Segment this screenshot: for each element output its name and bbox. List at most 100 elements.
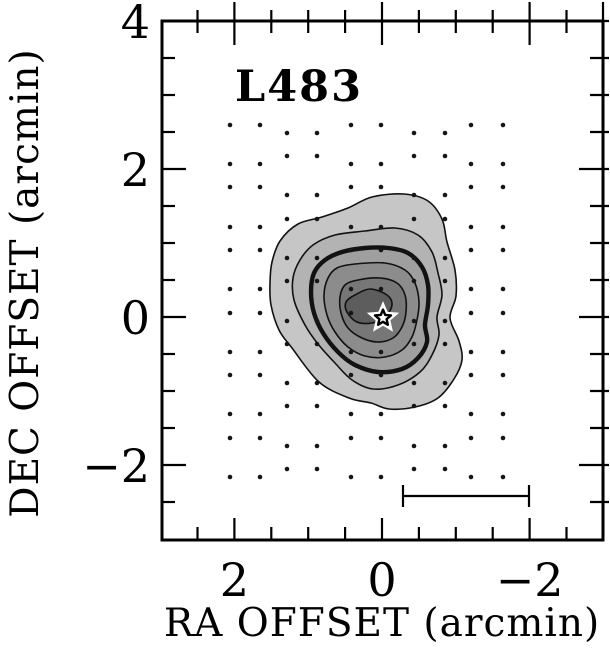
sampling-dot [314, 341, 320, 347]
sampling-dot [227, 411, 233, 417]
sampling-dot [378, 411, 384, 417]
sampling-dot [411, 153, 417, 159]
sampling-dot [411, 403, 417, 409]
sampling-dot [348, 349, 354, 355]
sampling-dot [500, 411, 506, 417]
y-tick-label: 0 [121, 291, 150, 345]
sampling-dot [227, 372, 233, 378]
y-tick-label: −2 [82, 439, 150, 493]
sampling-dot [227, 435, 233, 441]
sampling-dot [257, 435, 263, 441]
sampling-dot [227, 310, 233, 316]
sampling-dot [314, 318, 320, 324]
sampling-dot [227, 286, 233, 292]
sampling-dot [227, 224, 233, 230]
sampling-dot [411, 443, 417, 449]
sampling-dot [468, 411, 474, 417]
sampling-dot [442, 341, 448, 347]
sampling-dot [348, 372, 354, 378]
sampling-dot [257, 411, 263, 417]
sampling-dot [314, 192, 320, 198]
sampling-dot [284, 318, 290, 324]
sampling-dot [227, 184, 233, 190]
x-tick-label: 2 [220, 553, 249, 607]
sampling-dot [468, 435, 474, 441]
sampling-dot [411, 380, 417, 386]
sampling-dot [500, 474, 506, 480]
sampling-dot [348, 435, 354, 441]
sampling-dot [442, 130, 448, 136]
sampling-dot [314, 278, 320, 284]
sampling-dot [227, 122, 233, 128]
x-tick-label: −2 [496, 553, 564, 607]
sampling-dot [411, 318, 417, 324]
sampling-dot [411, 341, 417, 347]
sampling-dot [314, 216, 320, 222]
sampling-dot [442, 255, 448, 261]
sampling-dot [348, 184, 354, 190]
sampling-dot [468, 310, 474, 316]
sampling-dot [314, 380, 320, 386]
sampling-dot [378, 474, 384, 480]
sampling-dot [442, 318, 448, 324]
sampling-dot [348, 310, 354, 316]
sampling-dot [314, 153, 320, 159]
sampling-dot [284, 216, 290, 222]
sampling-dot [284, 255, 290, 261]
sampling-dot [348, 474, 354, 480]
source-name-label: L483 [235, 62, 363, 112]
sampling-dot [314, 466, 320, 472]
sampling-dot [500, 286, 506, 292]
sampling-dot [500, 224, 506, 230]
sampling-dot [257, 286, 263, 292]
sampling-dot [378, 184, 384, 190]
sampling-dot [468, 184, 474, 190]
sampling-dot [348, 247, 354, 253]
sampling-dot [257, 161, 263, 167]
sampling-dot [257, 224, 263, 230]
sampling-dot [468, 247, 474, 253]
protostar-star-icon [366, 301, 400, 332]
sampling-dot [348, 286, 354, 292]
sampling-dot [314, 403, 320, 409]
sampling-dot [378, 247, 384, 253]
sampling-dot [257, 122, 263, 128]
sampling-dot [411, 130, 417, 136]
y-tick-label: 4 [121, 0, 150, 49]
sampling-dot [442, 278, 448, 284]
sampling-dot [468, 286, 474, 292]
sampling-dot [348, 161, 354, 167]
x-axis-title: RA OFFSET (arcmin) [163, 601, 601, 646]
sampling-dot [468, 349, 474, 355]
sampling-dot [500, 247, 506, 253]
sampling-dot [378, 435, 384, 441]
sampling-dot [257, 310, 263, 316]
sampling-dot [411, 278, 417, 284]
sampling-dot [442, 443, 448, 449]
sampling-dot [257, 184, 263, 190]
sampling-dot [284, 443, 290, 449]
sampling-dot [378, 349, 384, 355]
sampling-dot [442, 380, 448, 386]
sampling-dot [500, 184, 506, 190]
sampling-dot [314, 443, 320, 449]
sampling-dot [257, 349, 263, 355]
y-axis-title: DEC OFFSET (arcmin) [3, 48, 48, 518]
sampling-dot [257, 474, 263, 480]
sampling-dot [442, 153, 448, 159]
y-tick-label: 2 [121, 143, 150, 197]
sampling-dot [468, 372, 474, 378]
sampling-dot [500, 349, 506, 355]
sampling-dot [378, 122, 384, 128]
sampling-dot [468, 122, 474, 128]
sampling-dot [378, 161, 384, 167]
sampling-dot [284, 278, 290, 284]
sampling-dot [284, 192, 290, 198]
sampling-dot [314, 130, 320, 136]
sampling-dot [468, 224, 474, 230]
sampling-dot [348, 122, 354, 128]
sampling-dot [442, 192, 448, 198]
sampling-dot [227, 349, 233, 355]
sampling-dot [348, 224, 354, 230]
sampling-dot [257, 247, 263, 253]
